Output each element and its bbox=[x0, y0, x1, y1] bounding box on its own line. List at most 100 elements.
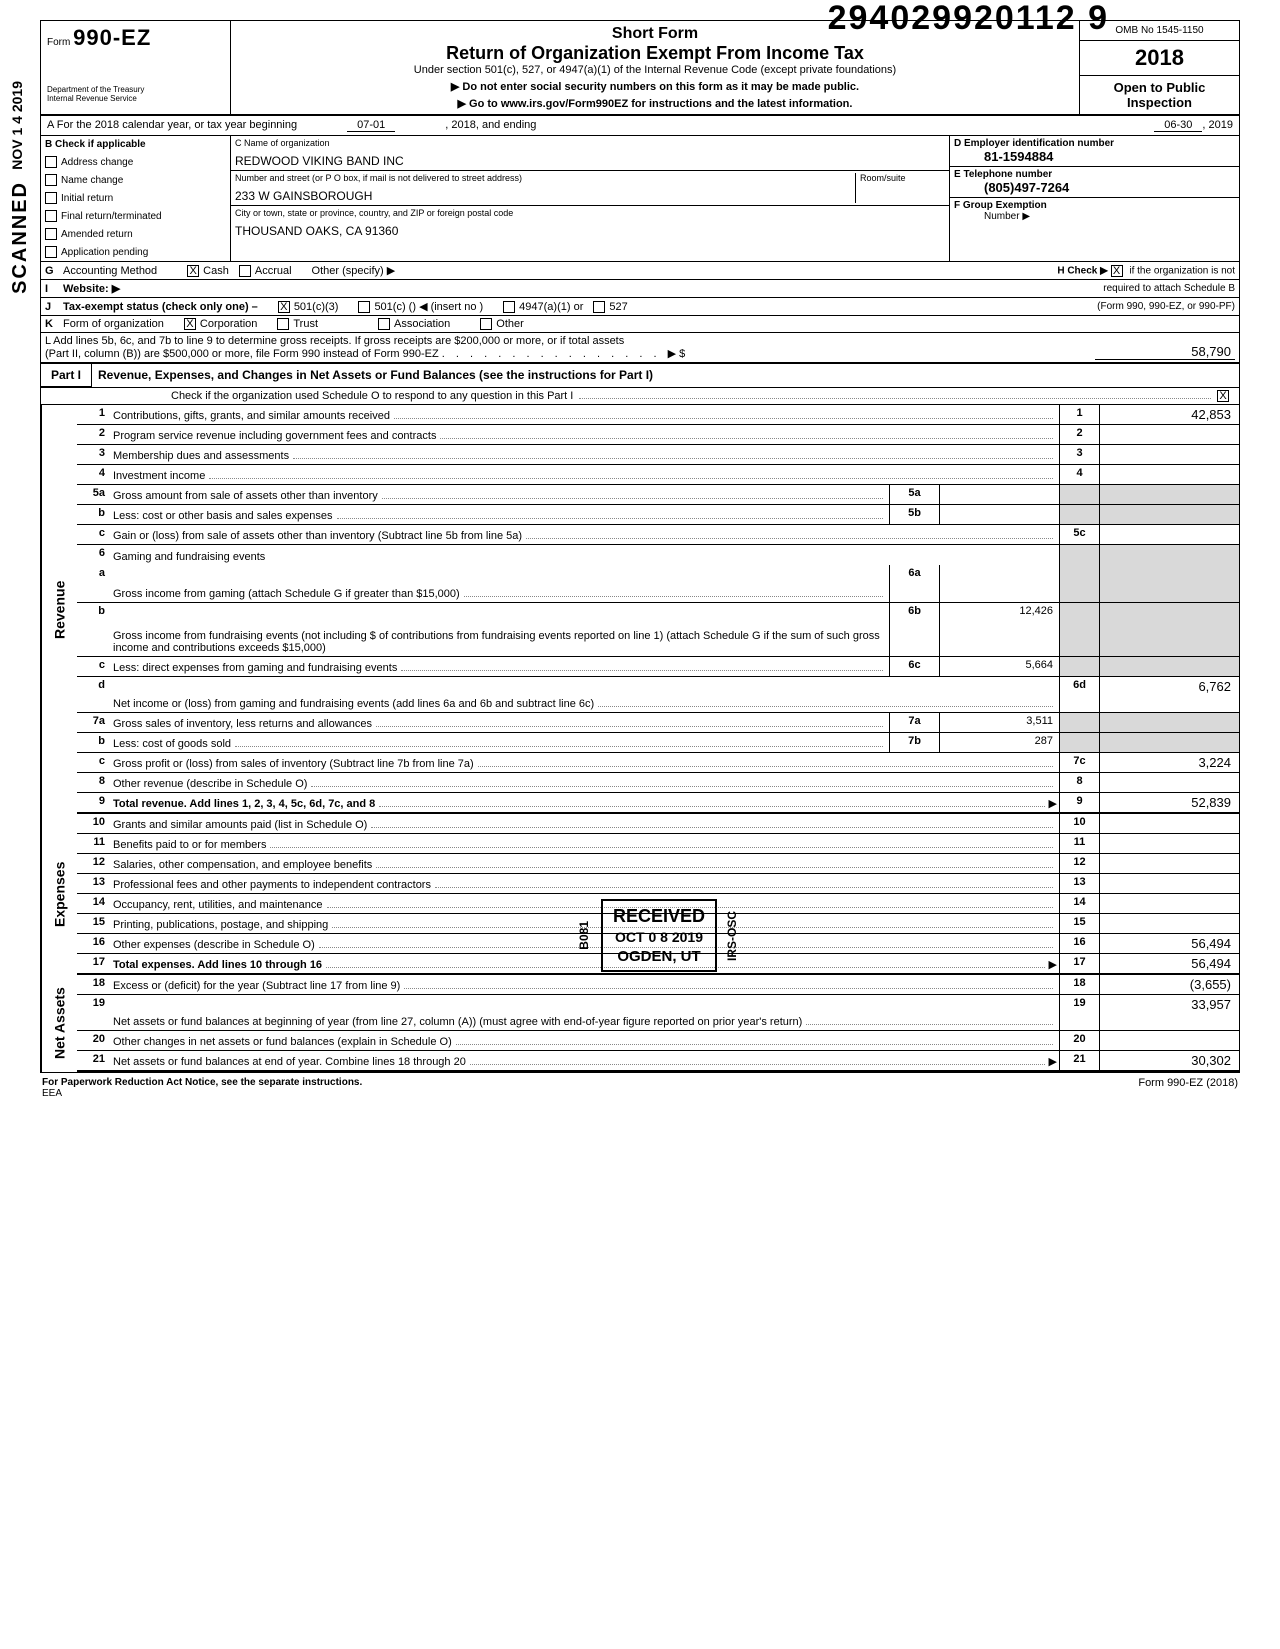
ein-label: D Employer identification number bbox=[954, 138, 1235, 149]
line4-value bbox=[1099, 465, 1239, 484]
stamp-scanned: SCANNED bbox=[9, 181, 32, 294]
chk-accrual[interactable] bbox=[239, 265, 251, 277]
side-label-net-assets: Net Assets bbox=[41, 975, 77, 1072]
line-a-end2: , 2019 bbox=[1202, 119, 1233, 132]
stamp-date-side: NOV 1 4 2019 bbox=[9, 81, 25, 170]
expenses-section: Expenses 10Grants and similar amounts pa… bbox=[41, 814, 1239, 975]
line1-value: 42,853 bbox=[1099, 405, 1239, 424]
side-label-expenses: Expenses bbox=[41, 814, 77, 975]
period-end: 06-30 bbox=[1154, 119, 1202, 132]
room-suite-label: Room/suite bbox=[855, 173, 945, 203]
line-a-tax-year: A For the 2018 calendar year, or tax yea… bbox=[41, 116, 1239, 136]
line6d-value: 6,762 bbox=[1099, 677, 1239, 712]
chk-4947[interactable] bbox=[503, 301, 515, 313]
check-b-label: B Check if applicable bbox=[41, 136, 230, 153]
stamp-top-number: 294029920112 9 bbox=[828, 0, 1109, 38]
acct-method-label: Accounting Method bbox=[63, 265, 157, 277]
chk-association[interactable] bbox=[378, 318, 390, 330]
row-l-arrow: ▶ $ bbox=[668, 348, 686, 360]
line9-value: 52,839 bbox=[1099, 793, 1239, 812]
chk-501c[interactable] bbox=[358, 301, 370, 313]
org-name-label: C Name of organization bbox=[235, 138, 945, 148]
entity-info-block: B Check if applicable Address change Nam… bbox=[41, 136, 1239, 262]
page-footer: For Paperwork Reduction Act Notice, see … bbox=[40, 1073, 1240, 1103]
period-start: 07-01 bbox=[347, 119, 395, 132]
row-l-gross-receipts: L Add lines 5b, 6c, and 7b to line 9 to … bbox=[41, 333, 1239, 364]
grp-number: Number ▶ bbox=[954, 211, 1235, 222]
line7b-value: 287 bbox=[939, 733, 1059, 752]
footer-eea: EEA bbox=[42, 1088, 62, 1099]
line8-value bbox=[1099, 773, 1239, 792]
form-of-org-label: Form of organization bbox=[63, 318, 164, 330]
form-number: 990-EZ bbox=[73, 25, 151, 50]
line5c-value bbox=[1099, 525, 1239, 544]
row-l-text1: L Add lines 5b, 6c, and 7b to line 9 to … bbox=[45, 335, 1095, 347]
line-a-prefix: A For the 2018 calendar year, or tax yea… bbox=[47, 119, 297, 132]
chk-schedule-o[interactable]: X bbox=[1217, 390, 1229, 402]
tax-year: 2018 bbox=[1080, 41, 1239, 76]
part1-header: Part I Revenue, Expenses, and Changes in… bbox=[41, 364, 1239, 388]
tax-exempt-label: Tax-exempt status (check only one) – bbox=[63, 301, 258, 313]
no-ssn-note: ▶ Do not enter social security numbers o… bbox=[237, 80, 1073, 93]
line5b-value bbox=[939, 505, 1059, 524]
entity-right-col: D Employer identification number 81-1594… bbox=[949, 136, 1239, 261]
chk-amended-return[interactable]: Amended return bbox=[41, 225, 230, 243]
footer-form-ref: Form 990-EZ (2018) bbox=[1138, 1077, 1238, 1099]
row-i-website: I Website: ▶ required to attach Schedule… bbox=[41, 280, 1239, 298]
website-label: Website: ▶ bbox=[63, 282, 120, 295]
schedule-o-text: Check if the organization used Schedule … bbox=[171, 390, 573, 402]
chk-501c3[interactable]: X bbox=[278, 301, 290, 313]
part1-title: Revenue, Expenses, and Changes in Net As… bbox=[92, 364, 1239, 387]
chk-name-change[interactable]: Name change bbox=[41, 171, 230, 189]
chk-final-return[interactable]: Final return/terminated bbox=[41, 207, 230, 225]
line5a-value bbox=[939, 485, 1059, 504]
form-prefix: Form bbox=[47, 37, 70, 48]
line16-value: 56,494 bbox=[1099, 934, 1239, 953]
line6a-value bbox=[939, 565, 1059, 602]
revenue-section: Revenue 1Contributions, gifts, grants, a… bbox=[41, 405, 1239, 814]
line6b-value: 12,426 bbox=[939, 603, 1059, 656]
net-assets-section: Net Assets 18Excess or (deficit) for the… bbox=[41, 975, 1239, 1072]
h-label: H Check ▶ bbox=[1057, 265, 1107, 276]
chk-cash[interactable]: X bbox=[187, 265, 199, 277]
line18-value: (3,655) bbox=[1099, 975, 1239, 994]
open-to-public: Open to Public Inspection bbox=[1080, 76, 1239, 114]
schedule-o-check-row: Check if the organization used Schedule … bbox=[41, 388, 1239, 405]
org-address: 233 W GAINSBOROUGH bbox=[235, 183, 855, 203]
part1-box: Part I bbox=[41, 364, 92, 387]
h-text3: (Form 990, 990-EZ, or 990-PF) bbox=[1097, 301, 1235, 312]
tel-value: (805)497-7264 bbox=[954, 180, 1235, 195]
chk-trust[interactable] bbox=[277, 318, 289, 330]
line15-value bbox=[1099, 914, 1239, 933]
line2-value bbox=[1099, 425, 1239, 444]
header-left: Form 990-EZ Department of the Treasury I… bbox=[41, 21, 231, 114]
entity-name-address: C Name of organization REDWOOD VIKING BA… bbox=[231, 136, 949, 261]
line3-value bbox=[1099, 445, 1239, 464]
addr-label: Number and street (or P O box, if mail i… bbox=[235, 173, 855, 183]
line20-value bbox=[1099, 1031, 1239, 1050]
tel-label: E Telephone number bbox=[954, 169, 1235, 180]
row-j-tax-exempt: J Tax-exempt status (check only one) – X… bbox=[41, 298, 1239, 316]
row-l-text2: (Part II, column (B)) are $500,000 or mo… bbox=[45, 348, 439, 360]
line21-value: 30,302 bbox=[1099, 1051, 1239, 1070]
chk-application-pending[interactable]: Application pending bbox=[41, 243, 230, 261]
chk-527[interactable] bbox=[593, 301, 605, 313]
chk-h-schedule-b[interactable]: X bbox=[1111, 265, 1123, 277]
chk-address-change[interactable]: Address change bbox=[41, 153, 230, 171]
h-text1: if the organization is not bbox=[1129, 265, 1235, 276]
form-990ez: 294029920112 9 SCANNED NOV 1 4 2019 Form… bbox=[40, 20, 1240, 1073]
gross-receipts-amount: 58,790 bbox=[1095, 344, 1235, 360]
goto-note: ▶ Go to www.irs.gov/Form990EZ for instru… bbox=[237, 97, 1073, 110]
chk-initial-return[interactable]: Initial return bbox=[41, 189, 230, 207]
subtitle: Under section 501(c), 527, or 4947(a)(1)… bbox=[237, 64, 1073, 76]
line19-value: 33,957 bbox=[1099, 995, 1239, 1030]
line11-value bbox=[1099, 834, 1239, 853]
chk-other-org[interactable] bbox=[480, 318, 492, 330]
h-text2: required to attach Schedule B bbox=[1103, 283, 1235, 294]
side-label-revenue: Revenue bbox=[41, 405, 77, 814]
line-a-mid: , 2018, and ending bbox=[445, 119, 536, 132]
chk-corporation[interactable]: X bbox=[184, 318, 196, 330]
line12-value bbox=[1099, 854, 1239, 873]
line7a-value: 3,511 bbox=[939, 713, 1059, 732]
footer-paperwork: For Paperwork Reduction Act Notice, see … bbox=[42, 1077, 362, 1088]
